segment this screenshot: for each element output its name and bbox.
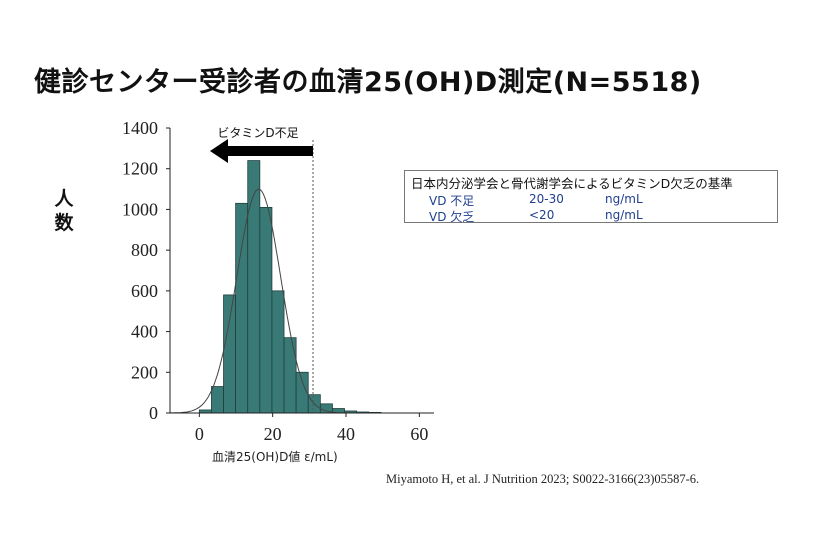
legend-row-range: 20-30 [529,192,564,206]
criteria-legend: 日本内分泌学会と骨代謝学会によるビタミンD欠乏の基準 VD 不足 20-30 n… [404,170,778,224]
citation: Miyamoto H, et al. J Nutrition 2023; S00… [386,472,700,486]
y-tick-label: 400 [131,322,158,342]
legend-row-unit: ng/mL [605,192,643,206]
y-tick-label: 0 [149,403,158,423]
histogram-bar [211,386,224,414]
axes-group [169,128,434,414]
y-axis-label: 人 数 [52,187,76,235]
histogram-bar [247,160,261,414]
y-tick-label: 600 [131,281,158,301]
x-axis-label: 血清25(OH)D値 ε/mL) [212,449,338,464]
y-tick-label: 1200 [122,159,158,179]
histogram-bar [223,294,237,414]
y-tick-label: 200 [131,362,158,382]
legend-title: 日本内分泌学会と骨代謝学会によるビタミンD欠乏の基準 [411,176,733,191]
histogram-bar [283,337,297,414]
legend-row-name: VD 欠乏 [429,210,475,224]
legend-row-range: <20 [529,208,555,222]
page-title: 健診センター受診者の血清25(OH)D測定(N=5518) [34,67,702,98]
x-tick-label: 20 [264,424,282,444]
legend-row-insufficient: VD 不足 20-30 ng/mL [411,192,771,208]
legend-row-unit: ng/mL [605,208,643,222]
histogram-bar [235,202,249,414]
y-axis-label-char-2: 数 [54,212,74,234]
histogram-bar [259,206,273,414]
x-tick-label: 0 [195,424,204,444]
arrow-label: ビタミンD不足 [217,126,298,140]
legend-row-deficient: VD 欠乏 <20 ng/mL [411,208,771,224]
legend-row-name: VD 不足 [429,194,475,208]
y-tick-label: 1000 [122,199,158,219]
x-tick-label: 60 [410,424,428,444]
arrow-head [210,139,228,163]
y-axis-label-char-1: 人 [54,188,74,210]
arrow-group [210,139,313,163]
y-tick-label: 1400 [122,118,158,138]
histogram-bar [271,290,285,414]
x-tick-label: 40 [337,424,355,444]
ticks-group: 0 200 400 600 800 1000 1200 1400 0 20 40 60 [122,118,428,444]
y-tick-label: 800 [131,240,158,260]
bars-group [198,160,382,414]
arrow-shaft [224,146,313,156]
